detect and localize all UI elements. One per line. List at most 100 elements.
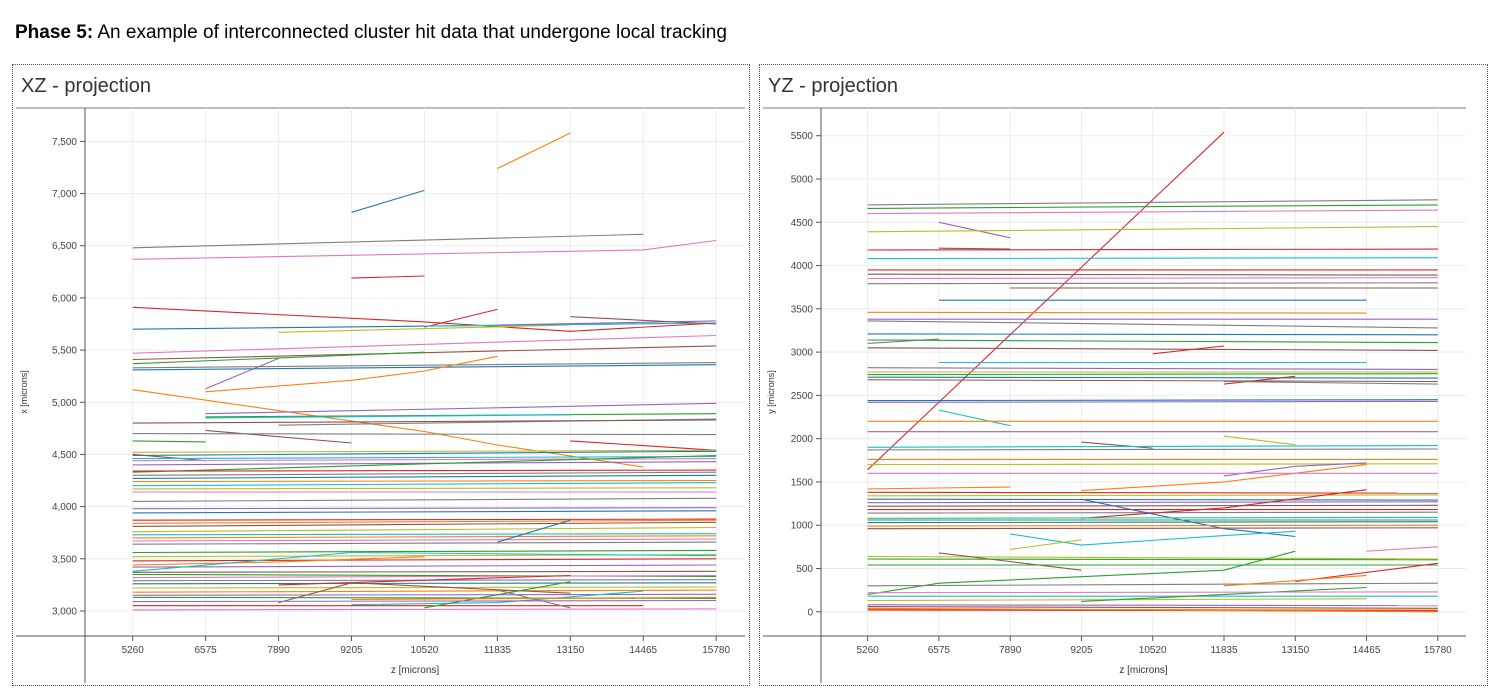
series-line[interactable] bbox=[1223, 435, 1296, 446]
series-line[interactable] bbox=[1081, 498, 1296, 538]
series-line[interactable] bbox=[1010, 539, 1082, 550]
series-line[interactable] bbox=[278, 582, 571, 604]
series-line[interactable] bbox=[132, 239, 717, 260]
series-line[interactable] bbox=[1081, 586, 1367, 602]
series-line[interactable] bbox=[424, 322, 717, 327]
series-line[interactable] bbox=[867, 606, 1438, 609]
series-line[interactable] bbox=[351, 590, 644, 606]
series-line[interactable] bbox=[132, 558, 717, 562]
series-line[interactable] bbox=[132, 538, 717, 542]
series-line[interactable] bbox=[132, 586, 717, 589]
series-line[interactable] bbox=[132, 474, 717, 479]
series-line[interactable] bbox=[1223, 375, 1296, 385]
series-line[interactable] bbox=[132, 453, 206, 462]
series-line[interactable] bbox=[132, 455, 717, 460]
series-line[interactable] bbox=[867, 347, 1438, 351]
series-line[interactable] bbox=[351, 189, 425, 213]
series-line[interactable] bbox=[867, 501, 1438, 504]
yz-projection-chart[interactable]: 0 500 1000 1500 2000 2500 3000 3500 4000 4500 5000… bbox=[760, 65, 1489, 687]
series-line[interactable] bbox=[867, 399, 1438, 402]
series-line[interactable] bbox=[132, 551, 717, 572]
series-line[interactable] bbox=[351, 596, 717, 601]
series-line[interactable] bbox=[132, 521, 717, 527]
series-line[interactable] bbox=[132, 482, 717, 487]
series-line[interactable] bbox=[867, 521, 1438, 524]
series-line[interactable] bbox=[867, 491, 1438, 494]
series-line[interactable] bbox=[132, 526, 717, 533]
series-line[interactable] bbox=[1081, 441, 1153, 449]
series-line[interactable] bbox=[132, 608, 717, 611]
series-line[interactable] bbox=[867, 248, 1438, 251]
series-line[interactable] bbox=[132, 570, 717, 573]
series-line[interactable] bbox=[1223, 574, 1367, 587]
series-line[interactable] bbox=[205, 429, 352, 444]
series-line[interactable] bbox=[132, 471, 717, 476]
series-line[interactable] bbox=[132, 589, 717, 593]
series-line[interactable] bbox=[132, 487, 717, 490]
series-line[interactable] bbox=[132, 454, 717, 473]
series-line[interactable] bbox=[132, 593, 717, 596]
series-line[interactable] bbox=[938, 247, 1011, 250]
series-line[interactable] bbox=[205, 355, 498, 393]
series-line[interactable] bbox=[132, 419, 717, 424]
series-line[interactable] bbox=[132, 549, 717, 554]
series-line[interactable] bbox=[570, 316, 717, 325]
series-line[interactable] bbox=[867, 277, 1438, 280]
series-line[interactable] bbox=[132, 599, 717, 603]
series-line[interactable] bbox=[867, 516, 1438, 519]
series-line[interactable] bbox=[132, 535, 717, 539]
series-line[interactable] bbox=[132, 479, 717, 483]
series-line[interactable] bbox=[867, 527, 1438, 530]
series-line[interactable] bbox=[867, 486, 1011, 490]
series-line[interactable] bbox=[132, 518, 717, 521]
series-line[interactable] bbox=[867, 199, 1438, 206]
series-line[interactable] bbox=[867, 550, 1296, 596]
series-line[interactable] bbox=[867, 226, 1438, 233]
series-line[interactable] bbox=[867, 498, 1438, 501]
series-line[interactable] bbox=[867, 131, 1225, 471]
series-line[interactable] bbox=[938, 409, 1011, 427]
series-line[interactable] bbox=[867, 445, 1438, 448]
series-line[interactable] bbox=[867, 257, 1438, 260]
series-line[interactable] bbox=[132, 510, 717, 514]
series-line[interactable] bbox=[132, 541, 717, 545]
series-line[interactable] bbox=[351, 275, 425, 279]
series-line[interactable] bbox=[570, 440, 717, 451]
series-line[interactable] bbox=[867, 582, 1438, 587]
series-line[interactable] bbox=[1010, 530, 1296, 546]
series-line[interactable] bbox=[867, 558, 1438, 561]
series-line[interactable] bbox=[497, 320, 717, 326]
xz-projection-chart[interactable]: 3,000 3,500 4,000 4,500 5,000 5,500 6,000 6,500… bbox=[13, 65, 751, 687]
series-line[interactable] bbox=[938, 221, 1011, 239]
series-line[interactable] bbox=[867, 591, 1438, 594]
series-line[interactable] bbox=[424, 308, 498, 328]
series-line[interactable] bbox=[867, 373, 1438, 376]
series-line[interactable] bbox=[867, 333, 1438, 336]
series-line[interactable] bbox=[132, 334, 717, 354]
series-line[interactable] bbox=[867, 273, 1438, 276]
series-line[interactable] bbox=[132, 450, 717, 457]
series-line[interactable] bbox=[1223, 380, 1438, 385]
series-line[interactable] bbox=[132, 582, 717, 585]
series-line[interactable] bbox=[867, 282, 1438, 285]
series-line[interactable] bbox=[132, 458, 717, 462]
series-line[interactable] bbox=[424, 581, 571, 609]
series-line[interactable] bbox=[205, 414, 571, 419]
series-line[interactable] bbox=[1366, 546, 1438, 552]
series-line[interactable] bbox=[132, 533, 717, 536]
series-line[interactable] bbox=[132, 519, 717, 524]
series-line[interactable] bbox=[1223, 462, 1367, 477]
series-line[interactable] bbox=[867, 604, 1438, 607]
series-line[interactable] bbox=[867, 320, 1438, 329]
series-line[interactable] bbox=[497, 132, 571, 169]
series-line[interactable] bbox=[132, 351, 425, 365]
series-line[interactable] bbox=[132, 433, 717, 436]
series-line[interactable] bbox=[867, 204, 1438, 209]
series-line[interactable] bbox=[1081, 489, 1367, 519]
series-line[interactable] bbox=[278, 574, 571, 586]
series-line[interactable] bbox=[132, 497, 717, 502]
series-line[interactable] bbox=[867, 555, 1438, 560]
series-line[interactable] bbox=[278, 324, 571, 333]
series-line[interactable] bbox=[132, 574, 717, 579]
series-line[interactable] bbox=[497, 519, 571, 543]
